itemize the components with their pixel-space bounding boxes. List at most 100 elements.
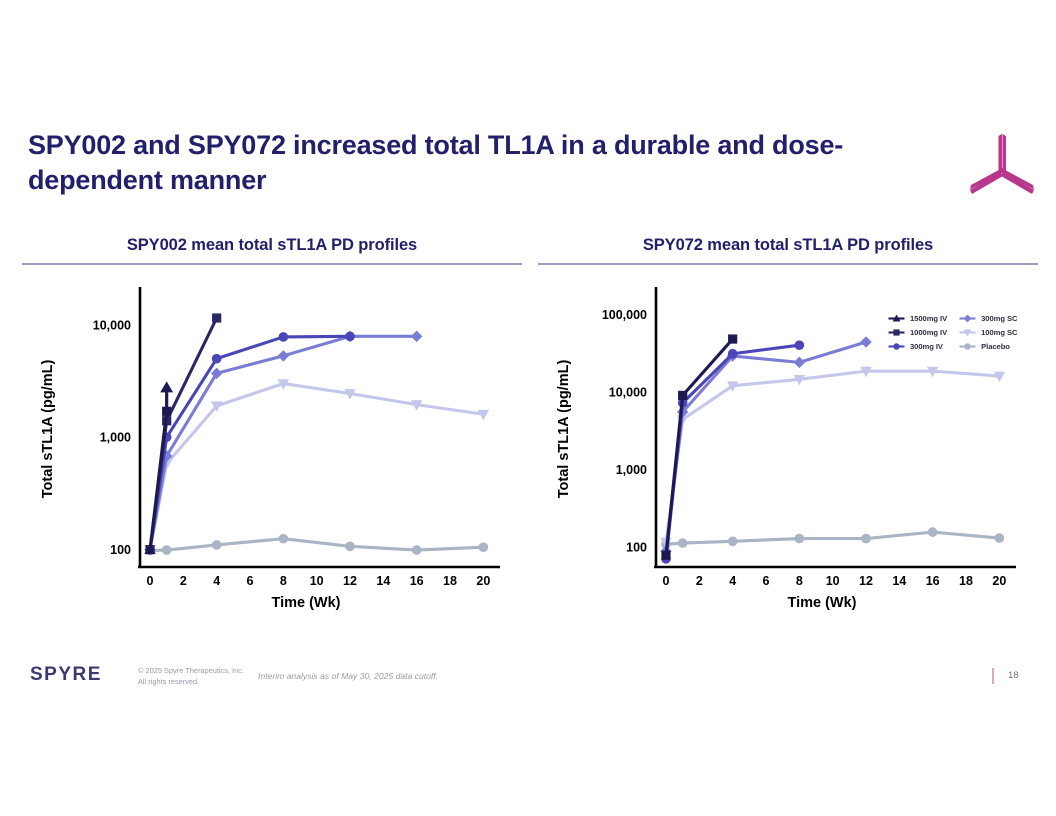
series-line xyxy=(148,537,485,553)
panel-spy072: SPY072 mean total sTL1A PD profiles 100 1… xyxy=(538,236,1038,625)
x-tick-label: 20 xyxy=(992,574,1006,588)
x-axis-title: Time (Wk) xyxy=(271,595,340,611)
footer-analysis-note: Interim analysis as of May 30, 2025 data… xyxy=(258,671,439,681)
panel-title-spy072: SPY072 mean total sTL1A PD profiles xyxy=(642,236,934,254)
data-point-marker xyxy=(728,334,738,344)
data-point-marker xyxy=(345,331,355,342)
series-placebo xyxy=(145,533,489,556)
y-tick-label: 10,000 xyxy=(609,385,647,399)
legend-marker-icon xyxy=(888,343,905,350)
legend-item-placebo[interactable]: Placebo xyxy=(959,341,1017,352)
y-tick-label: 1,000 xyxy=(100,431,131,445)
legend-marker-icon xyxy=(959,329,976,337)
legend-item-300mg-iv[interactable]: 300mg IV xyxy=(888,341,947,352)
x-tick-label: 6 xyxy=(247,574,254,588)
data-point-marker xyxy=(993,371,1006,383)
data-point-marker xyxy=(478,542,489,553)
legend-marker-icon xyxy=(959,343,976,350)
data-point-marker xyxy=(410,400,423,411)
page-number: 18 xyxy=(1008,670,1019,681)
x-tick-label: 12 xyxy=(859,574,873,588)
series-line xyxy=(148,316,219,552)
spyre-brand-mark-icon xyxy=(968,132,1036,204)
x-tick-label: 0 xyxy=(663,574,670,588)
data-point-marker xyxy=(210,367,223,380)
series-300mg-iv xyxy=(661,340,805,564)
data-point-marker xyxy=(144,543,156,554)
x-tick-label: 16 xyxy=(926,574,940,588)
data-point-marker xyxy=(926,366,939,378)
series-line xyxy=(664,530,1001,546)
series-line xyxy=(664,343,801,561)
y-tick-label: 10,000 xyxy=(93,318,131,332)
series-100mg-sc xyxy=(660,366,1006,549)
data-point-marker xyxy=(793,356,806,369)
x-tick-label: 12 xyxy=(343,574,357,588)
panel-spy002: SPY002 mean total sTL1A PD profiles 100 1… xyxy=(22,236,522,625)
data-point-marker xyxy=(860,366,872,378)
x-tick-label: 14 xyxy=(892,574,906,588)
legend-item-1500mg-iv[interactable]: 1500mg IV xyxy=(888,313,947,324)
series-placebo xyxy=(661,527,1005,550)
svg-text:SPYRE: SPYRE xyxy=(30,664,102,685)
data-point-marker xyxy=(994,533,1005,543)
data-point-marker xyxy=(411,545,422,555)
series-line xyxy=(148,409,169,552)
y-tick-label: 100 xyxy=(626,540,647,554)
series-line xyxy=(664,337,735,557)
data-point-marker xyxy=(211,353,222,364)
legend-marker-icon xyxy=(888,329,905,336)
page-title: SPY002 and SPY072 increased total TL1A i… xyxy=(28,130,844,195)
data-point-marker xyxy=(477,409,490,421)
legend-label: 100mg SC xyxy=(981,328,1018,337)
data-point-marker xyxy=(210,401,223,412)
x-tick-label: 8 xyxy=(796,574,803,588)
data-point-marker xyxy=(277,350,290,362)
data-point-marker xyxy=(793,374,806,386)
data-point-marker xyxy=(161,545,172,555)
data-point-marker xyxy=(162,406,172,416)
legend-item-100mg-sc[interactable]: 100mg SC xyxy=(959,327,1018,338)
series-line xyxy=(148,334,419,552)
y-tick-label: 100,000 xyxy=(602,308,647,322)
legend-marker-icon xyxy=(959,314,976,323)
x-tick-label: 8 xyxy=(280,574,287,588)
legend-label: Placebo xyxy=(981,342,1010,351)
x-tick-label: 18 xyxy=(959,574,973,588)
title-block: SPY002 and SPY072 increased total TL1A i… xyxy=(28,128,928,197)
data-point-marker xyxy=(794,533,805,544)
legend-label: 300mg IV xyxy=(910,342,943,351)
chart-svg-spy072: 100 1,000 10,000 100,000 0 2 4 6 8 10 12 14 16 18 20 Ti… xyxy=(556,287,1016,611)
panel-rule-left xyxy=(22,263,522,265)
x-tick-label: 6 xyxy=(763,574,770,588)
data-point-marker xyxy=(861,533,871,544)
x-tick-label: 10 xyxy=(826,574,840,588)
chart-spy002: 100 1,000 10,000 0 2 4 6 8 10 12 14 16 18 20 Time (Wk)… xyxy=(22,265,522,625)
legend-item-300mg-sc[interactable]: 300mg SC xyxy=(959,313,1018,324)
data-point-marker xyxy=(344,389,356,400)
data-point-marker xyxy=(212,313,222,323)
x-tick-label: 20 xyxy=(476,574,490,588)
panel-rule-right xyxy=(538,263,1038,265)
footer-copyright: © 2025 Spyre Therapeutics, Inc. All righ… xyxy=(138,665,244,687)
x-tick-label: 4 xyxy=(729,574,736,588)
legend-item-1000mg-iv[interactable]: 1000mg IV xyxy=(888,327,947,338)
chart-svg-spy002: 100 1,000 10,000 0 2 4 6 8 10 12 14 16 18 20 Time (Wk)… xyxy=(40,287,500,611)
data-point-marker xyxy=(211,540,222,550)
series-line xyxy=(148,382,485,552)
data-point-marker xyxy=(727,348,738,359)
series-300mg-sc xyxy=(660,336,872,557)
data-point-marker xyxy=(278,332,289,342)
footer-copyright-line1: © 2025 Spyre Therapeutics, Inc. xyxy=(138,666,244,675)
y-axis-title: Total sTL1A (pg/mL) xyxy=(556,360,572,499)
series-1500mg-iv xyxy=(661,334,738,560)
chart-legend: 1500mg IV 300mg SC 1000mg IV 100mg SC 300mg … xyxy=(888,313,1018,352)
x-tick-label: 2 xyxy=(696,574,703,588)
y-axis-title: Total sTL1A (pg/mL) xyxy=(40,360,56,499)
data-point-marker xyxy=(794,340,805,351)
x-axis-title: Time (Wk) xyxy=(787,595,856,611)
data-point-marker xyxy=(345,541,355,552)
legend-label: 1000mg IV xyxy=(910,328,948,337)
data-point-marker xyxy=(726,381,739,392)
